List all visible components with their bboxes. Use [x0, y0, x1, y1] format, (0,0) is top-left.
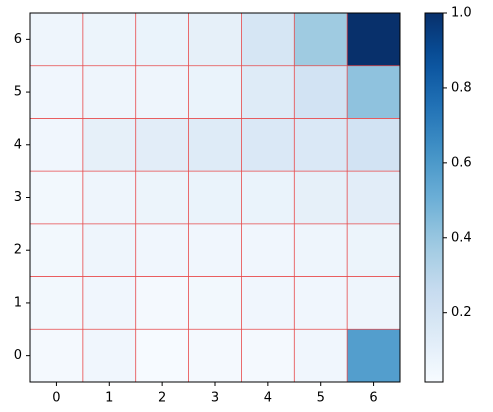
x-tick-label: 1: [105, 391, 113, 406]
heatmap-cell: [294, 329, 348, 382]
heatmap-cell: [347, 13, 400, 66]
heatmap-cell: [294, 13, 348, 66]
heatmap-cell: [82, 223, 136, 277]
heatmap-cell: [188, 118, 242, 172]
heatmap-cell: [347, 276, 400, 330]
heatmap-cell: [82, 329, 136, 382]
heatmap-cell: [135, 329, 189, 382]
heatmap-cell: [82, 276, 136, 330]
x-tick-label: 2: [158, 391, 166, 406]
colorbar-tick-label: 1.0: [451, 6, 472, 21]
y-tick-label: 5: [14, 85, 22, 100]
heatmap-cell: [188, 276, 242, 330]
heatmap-cell: [82, 65, 136, 119]
heatmap-cell: [241, 13, 295, 66]
x-tick-label: 3: [211, 391, 219, 406]
heatmap-cell: [188, 329, 242, 382]
colorbar-tick-label: 0.8: [451, 80, 472, 95]
heatmap-cell: [241, 171, 295, 224]
x-tick-label: 0: [52, 391, 60, 406]
heatmap-cell: [30, 118, 83, 172]
colorbar-tick-label: 0.2: [451, 305, 472, 320]
heatmap-cell: [82, 118, 136, 172]
heatmap-cell: [30, 171, 83, 224]
heatmap-cell: [347, 118, 400, 172]
colorbar-tick-label: 0.4: [451, 230, 472, 245]
heatmap-cell: [347, 223, 400, 277]
y-tick-label: 1: [14, 295, 22, 310]
heatmap-cell: [294, 65, 348, 119]
heatmap-cell: [135, 223, 189, 277]
heatmap-cell: [30, 13, 83, 66]
heatmap-cell: [188, 65, 242, 119]
x-tick-label: 4: [264, 391, 272, 406]
y-tick-label: 6: [14, 32, 22, 47]
heatmap-cell: [347, 171, 400, 224]
heatmap-cell: [30, 223, 83, 277]
heatmap-cell: [241, 276, 295, 330]
heatmap-cell: [241, 223, 295, 277]
heatmap-cell: [188, 171, 242, 224]
heatmap-cell: [241, 65, 295, 119]
y-tick-label: 2: [14, 243, 22, 258]
heatmap-cells: [30, 13, 400, 382]
heatmap-cell: [188, 13, 242, 66]
heatmap-cell: [135, 171, 189, 224]
heatmap-cell: [241, 329, 295, 382]
heatmap-cell: [82, 13, 136, 66]
x-tick-label: 5: [317, 391, 325, 406]
heatmap-cell: [82, 171, 136, 224]
heatmap-cell: [30, 65, 83, 119]
y-tick-label: 3: [14, 190, 22, 205]
heatmap-cell: [294, 276, 348, 330]
heatmap-cell: [294, 171, 348, 224]
y-tick-label: 0: [14, 348, 22, 363]
heatmap-cell: [30, 329, 83, 382]
colorbar-tick-label: 0.6: [451, 155, 472, 170]
heatmap-cell: [241, 118, 295, 172]
colorbar: [424, 12, 444, 383]
heatmap-cell: [294, 223, 348, 277]
y-tick-label: 4: [14, 137, 22, 152]
heatmap-cell: [294, 118, 348, 172]
heatmap-cell: [188, 223, 242, 277]
heatmap-cell: [30, 276, 83, 330]
heatmap-cell: [135, 276, 189, 330]
heatmap-cell: [135, 13, 189, 66]
heatmap-cell: [135, 118, 189, 172]
heatmap-cell: [347, 65, 400, 119]
heatmap-cell: [135, 65, 189, 119]
x-tick-label: 6: [369, 391, 377, 406]
heatmap-cell: [347, 329, 400, 382]
